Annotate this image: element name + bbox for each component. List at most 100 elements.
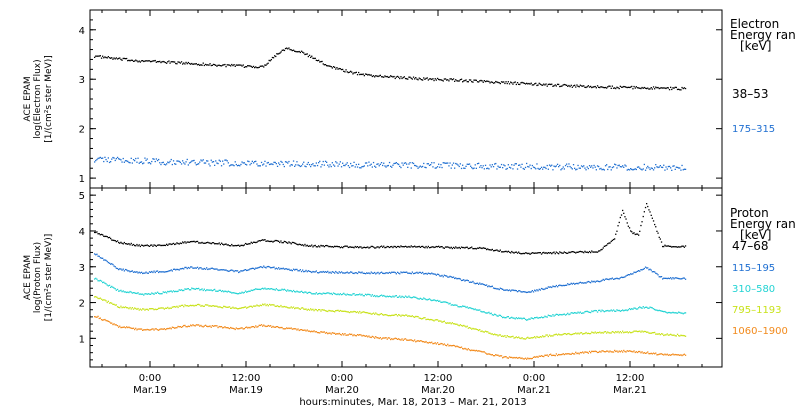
data-point xyxy=(542,252,544,254)
data-point xyxy=(134,271,136,273)
data-point xyxy=(126,326,128,328)
data-point xyxy=(287,307,289,309)
data-point xyxy=(531,252,533,254)
data-point xyxy=(247,160,249,162)
data-point xyxy=(395,273,397,275)
data-point xyxy=(556,286,559,288)
data-point xyxy=(182,267,184,270)
data-point xyxy=(400,296,402,299)
data-point xyxy=(282,163,284,166)
data-point xyxy=(551,253,553,255)
data-point xyxy=(554,166,556,168)
data-point xyxy=(182,304,184,306)
data-point xyxy=(267,288,269,290)
data-point xyxy=(532,291,535,293)
y-tick-label: 3 xyxy=(79,263,85,274)
data-point xyxy=(139,272,141,274)
data-point xyxy=(211,242,213,244)
data-point xyxy=(105,300,107,302)
data-point xyxy=(465,165,467,167)
data-point xyxy=(121,242,123,244)
data-point xyxy=(164,291,167,293)
data-point xyxy=(204,63,207,66)
data-point xyxy=(156,291,159,293)
data-point xyxy=(201,64,203,66)
data-point xyxy=(135,245,137,247)
data-point xyxy=(606,350,608,352)
data-point xyxy=(563,353,565,356)
data-point xyxy=(313,245,315,247)
data-point xyxy=(258,165,260,167)
data-point xyxy=(254,161,256,163)
data-point xyxy=(329,245,331,248)
data-point xyxy=(319,332,321,334)
data-point xyxy=(380,338,383,340)
data-point xyxy=(273,304,275,306)
data-point xyxy=(251,306,253,308)
data-point xyxy=(423,297,425,299)
data-point xyxy=(424,298,426,300)
data-point xyxy=(479,309,481,311)
data-point xyxy=(113,323,115,325)
data-point xyxy=(193,240,195,242)
data-point xyxy=(337,246,339,248)
data-point xyxy=(392,246,394,249)
data-point xyxy=(561,353,563,356)
data-point xyxy=(614,238,616,240)
data-point xyxy=(314,293,316,295)
data-point xyxy=(129,271,131,273)
data-point xyxy=(200,64,202,66)
data-point xyxy=(410,273,412,275)
data-point xyxy=(102,55,104,57)
data-point xyxy=(124,58,127,60)
data-point xyxy=(658,353,660,355)
y-tick-label: 3 xyxy=(79,75,85,86)
data-point xyxy=(476,163,479,165)
data-point xyxy=(121,269,123,271)
data-point xyxy=(275,305,277,307)
data-point xyxy=(95,55,97,57)
data-point xyxy=(428,298,431,300)
data-point xyxy=(510,290,512,292)
data-point xyxy=(666,333,668,335)
data-point xyxy=(163,163,165,165)
data-point xyxy=(507,357,509,359)
data-point xyxy=(592,251,594,253)
data-point xyxy=(136,271,138,273)
data-point xyxy=(130,157,132,159)
data-point xyxy=(420,318,423,320)
data-point xyxy=(426,77,428,79)
data-point xyxy=(577,332,579,334)
data-point xyxy=(617,225,619,227)
data-point xyxy=(148,60,151,62)
data-point xyxy=(143,308,145,310)
data-point xyxy=(331,293,333,296)
data-point xyxy=(412,162,415,165)
data-point xyxy=(338,246,340,248)
data-point xyxy=(458,346,460,348)
data-point xyxy=(100,257,103,259)
data-point xyxy=(401,246,403,248)
data-point xyxy=(242,162,244,164)
data-point xyxy=(159,307,161,309)
data-point xyxy=(466,349,468,351)
data-point xyxy=(527,291,529,293)
data-point xyxy=(295,328,297,330)
data-point xyxy=(492,355,495,357)
data-point xyxy=(459,163,461,165)
data-point xyxy=(585,310,587,313)
data-point xyxy=(582,166,584,168)
data-point xyxy=(340,271,343,273)
data-point xyxy=(667,311,669,314)
data-point xyxy=(502,251,504,253)
data-point xyxy=(602,332,604,334)
data-point xyxy=(286,47,288,49)
data-point xyxy=(415,246,417,248)
data-point xyxy=(175,327,177,329)
data-point xyxy=(526,319,528,321)
data-point xyxy=(219,160,221,162)
data-point xyxy=(198,63,200,66)
data-point xyxy=(227,162,229,164)
data-point xyxy=(113,157,115,159)
data-point xyxy=(207,241,209,243)
